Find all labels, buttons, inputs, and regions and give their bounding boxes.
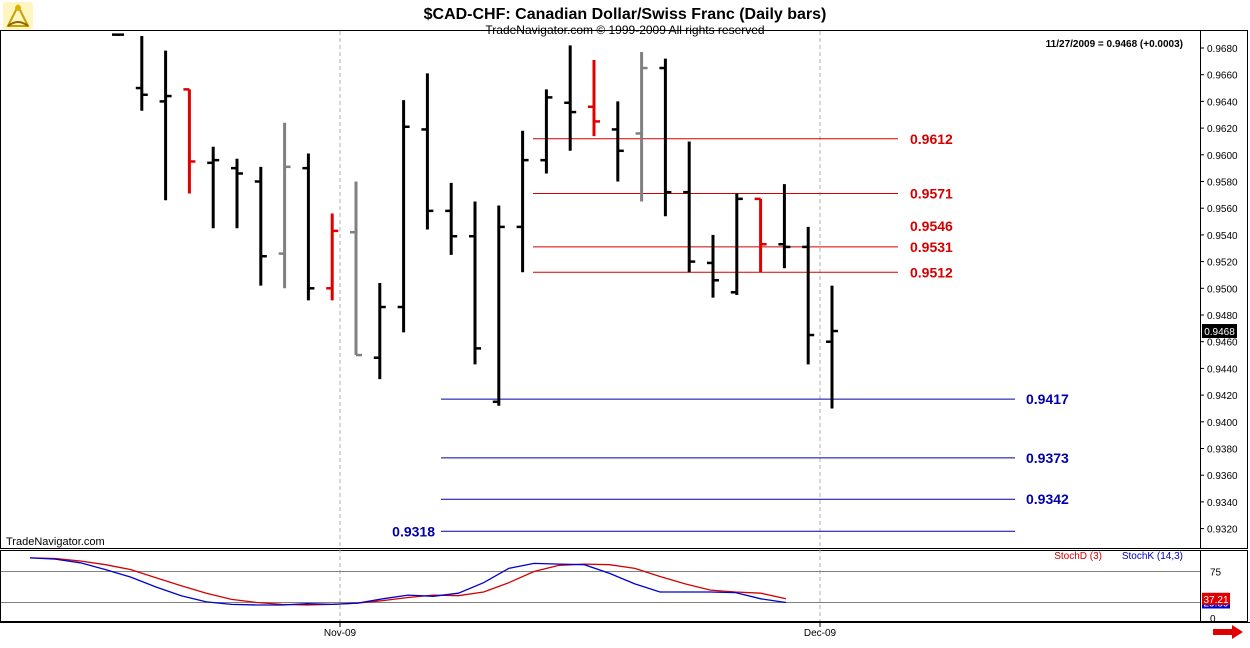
ohlc-bar <box>659 58 672 217</box>
legend-stochd: StochD (3) <box>1054 551 1102 562</box>
stochd-last-label: 37.21 <box>1203 595 1228 606</box>
level-label: 0.9373 <box>1026 450 1069 466</box>
ohlc-bar <box>683 141 696 273</box>
price-tick-label: 0.9400 <box>1207 418 1238 429</box>
last-quote-readout: 11/27/2009 = 0.9468 (+0.0003) <box>1046 39 1183 50</box>
ohlc-bar <box>445 182 458 255</box>
price-panel-frame <box>0 30 1248 549</box>
ohlc-bar <box>826 285 838 409</box>
stoch-tick-label: 0 <box>1210 614 1216 625</box>
watermark-text: TradeNavigator.com <box>6 536 105 548</box>
stoch-tick-label: 75 <box>1210 568 1222 579</box>
ohlc-bar <box>540 89 553 174</box>
ohlc-bar <box>326 213 339 301</box>
ohlc-bar <box>588 60 600 137</box>
ohlc-bar <box>397 100 410 333</box>
price-tick-label: 0.9340 <box>1207 498 1238 509</box>
ohlc-bar <box>778 184 791 269</box>
price-axis: 0.9680 0.9660 0.9640 0.9620 0.9600 0.9580 0.95… <box>1200 44 1238 536</box>
price-tick-label: 0.9520 <box>1207 258 1238 269</box>
stoch-series-line <box>29 557 787 606</box>
price-tick-label: 0.9560 <box>1207 204 1238 215</box>
ohlc-bar <box>802 226 815 365</box>
stochastic-panel-frame <box>0 550 1248 622</box>
ohlc-bar <box>421 73 434 230</box>
price-tick-label: 0.9500 <box>1207 284 1238 295</box>
level-label: 0.9342 <box>1026 491 1069 507</box>
ohlc-bar <box>707 234 719 298</box>
stochastic-lines <box>29 557 787 606</box>
ohlc-bar <box>207 146 220 229</box>
stochastic-axis: 7525029.8937.21 <box>1202 568 1230 625</box>
chart-title: $CAD-CHF: Canadian Dollar/Swiss Franc (D… <box>424 6 827 23</box>
ohlc-bar <box>278 122 291 289</box>
price-tick-label: 0.9440 <box>1207 364 1238 375</box>
price-tick-label: 0.9480 <box>1207 311 1238 322</box>
price-tick-label: 0.9680 <box>1207 44 1238 55</box>
ohlc-bar <box>159 50 172 201</box>
price-tick-label: 0.9360 <box>1207 471 1238 482</box>
last-price-box <box>1202 324 1237 339</box>
time-axis: Nov-09 Dec-09 <box>324 622 837 639</box>
ohlc-bar <box>254 166 267 286</box>
ohlc-bar <box>611 101 624 182</box>
price-tick-label: 0.9540 <box>1207 231 1238 242</box>
copyright-text: TradeNavigator.com © 1999-2009 All right… <box>485 23 764 37</box>
ohlc-bar <box>754 197 767 273</box>
price-tick-label: 0.9460 <box>1207 338 1238 349</box>
support-resistance-levels: 0.9612 0.9571 0.9546 0.9531 0.9512 0.9417 0.93… <box>392 131 1069 539</box>
last-price-marker: 0.9468 <box>1202 324 1237 339</box>
level-label: 0.9417 <box>1026 391 1069 407</box>
ohlc-bar <box>635 52 648 202</box>
stochastic-grid <box>1 571 1200 603</box>
ohlc-bar <box>492 205 505 406</box>
ohlc-bar <box>135 36 148 111</box>
price-tick-label: 0.9660 <box>1207 71 1238 82</box>
level-label: 0.9571 <box>910 186 953 202</box>
stochd-last-box <box>1202 592 1230 605</box>
ohlc-bars <box>112 33 838 409</box>
ohlc-bar <box>730 193 743 295</box>
price-tick-label: 0.9320 <box>1207 525 1238 536</box>
legend-stochk: StochK (14,3) <box>1122 551 1183 562</box>
ohlc-bar <box>112 33 124 36</box>
last-price-label: 0.9468 <box>1204 327 1235 338</box>
level-label: 0.9318 <box>392 523 435 539</box>
month-separators <box>339 31 821 621</box>
level-label: 0.9531 <box>910 239 953 255</box>
level-label: 0.9546 <box>910 218 953 234</box>
price-tick-label: 0.9620 <box>1207 124 1238 135</box>
ohlc-bar <box>183 88 196 194</box>
ohlc-bar <box>373 282 386 380</box>
ohlc-bar <box>231 158 243 229</box>
level-label: 0.9512 <box>910 264 953 280</box>
price-tick-label: 0.9600 <box>1207 151 1238 162</box>
price-tick-label: 0.9580 <box>1207 178 1238 189</box>
red-right-arrow-icon[interactable] <box>1213 625 1243 639</box>
time-tick-label: Nov-09 <box>324 628 357 639</box>
price-tick-label: 0.9640 <box>1207 97 1238 108</box>
price-tick-label: 0.9420 <box>1207 391 1238 402</box>
ohlc-bar <box>469 201 481 365</box>
price-tick-label: 0.9380 <box>1207 445 1238 456</box>
time-tick-label: Dec-09 <box>804 628 837 639</box>
ohlc-bar <box>564 45 577 151</box>
stoch-series-line <box>29 557 787 606</box>
ohlc-bar <box>302 153 315 301</box>
sextant-logo-icon[interactable] <box>3 2 33 30</box>
ohlc-bar <box>350 181 362 357</box>
level-label: 0.9612 <box>910 131 953 147</box>
ohlc-bar <box>516 130 529 273</box>
